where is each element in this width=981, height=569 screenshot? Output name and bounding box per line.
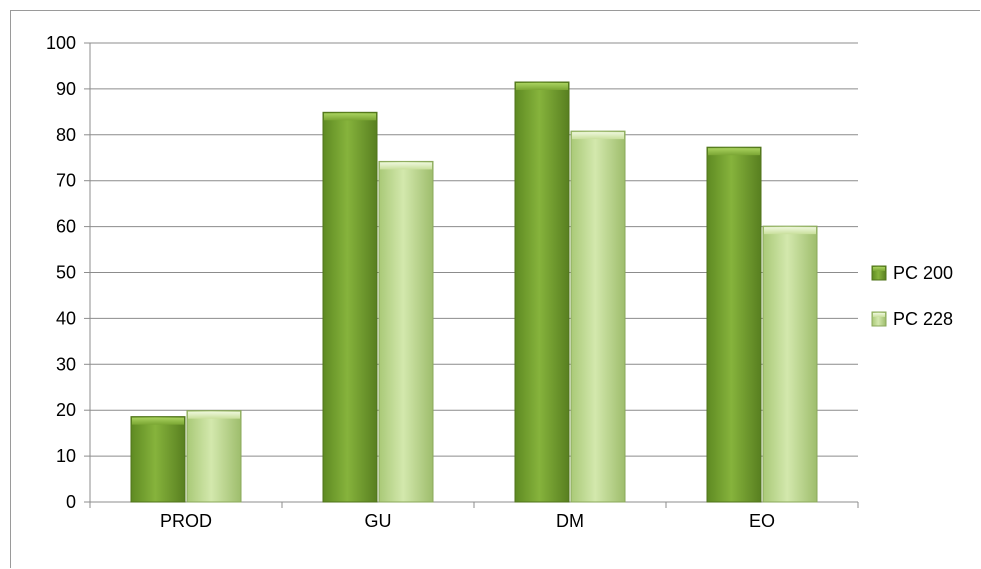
x-category-label: DM	[556, 511, 584, 531]
bar-cap	[764, 227, 816, 235]
axis-labels: 0 10 20 30 40 50 60 70 80 90 100 PROD GU DM EO	[46, 33, 775, 531]
y-tick-label: 50	[56, 263, 76, 283]
y-tick-label: 40	[56, 308, 76, 328]
bar-pc-228	[762, 225, 818, 503]
legend-swatch-cap	[873, 267, 885, 271]
bar-pc-200	[322, 111, 378, 503]
x-category-label: EO	[749, 511, 775, 531]
y-tick-label: 20	[56, 400, 76, 420]
bar-pc-200	[706, 146, 762, 503]
bar-cap	[516, 83, 568, 91]
legend-label: PC 200	[893, 263, 953, 283]
bar-pc-228	[186, 410, 242, 503]
y-tick-label: 30	[56, 354, 76, 374]
bar-cap	[324, 113, 376, 121]
y-tick-label: 70	[56, 171, 76, 191]
x-category-label: GU	[365, 511, 392, 531]
legend-swatch-cap	[873, 313, 885, 317]
y-tick-label: 60	[56, 217, 76, 237]
legend-label: PC 228	[893, 309, 953, 329]
bar-cap	[708, 148, 760, 156]
y-tick-label: 90	[56, 79, 76, 99]
bar-pc-228	[378, 160, 434, 503]
bars	[130, 81, 818, 503]
bar-cap	[188, 411, 240, 419]
bar-cap	[572, 132, 624, 140]
bar-pc-200	[130, 416, 186, 503]
bar-pc-200	[514, 81, 570, 503]
legend: PC 200 PC 228	[871, 263, 953, 329]
x-category-label: PROD	[160, 511, 212, 531]
y-tick-label: 100	[46, 33, 76, 53]
y-tick-label: 10	[56, 446, 76, 466]
y-tick-label: 0	[66, 492, 76, 512]
bar-pc-228	[570, 130, 626, 503]
y-tick-label: 80	[56, 125, 76, 145]
bar-cap	[380, 162, 432, 170]
bar-cap	[132, 417, 184, 425]
